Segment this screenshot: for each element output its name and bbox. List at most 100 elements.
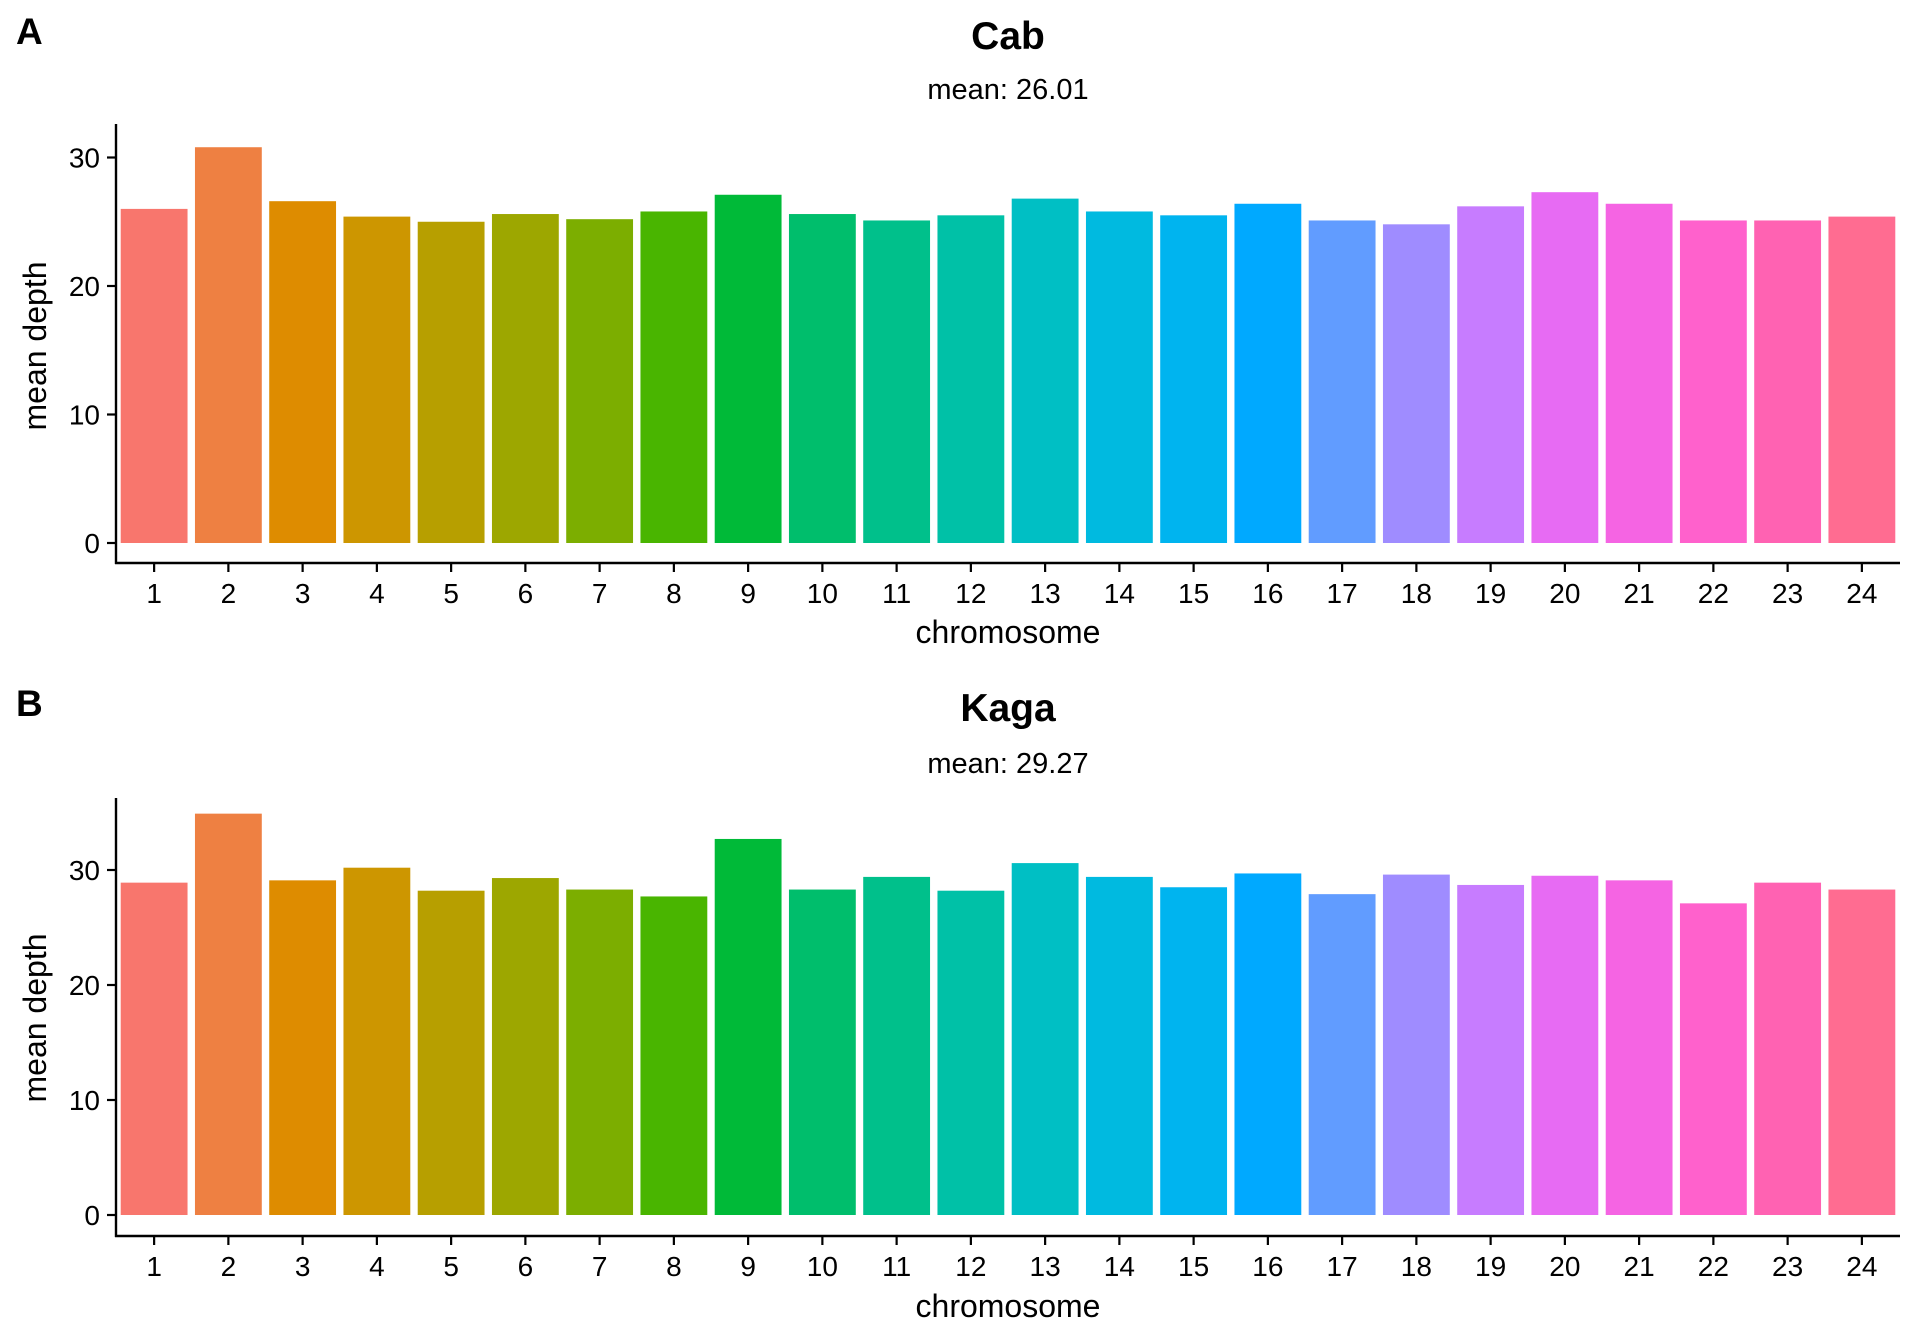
bar-chr-12 [937,890,1005,1215]
x-tick-label: 12 [955,1251,986,1282]
bar-chr-10 [788,214,856,544]
x-tick-label: 23 [1772,578,1803,609]
x-tick-label: 9 [740,578,756,609]
bar-chr-17 [1308,894,1376,1215]
bar-chr-14 [1085,211,1153,543]
bar-chr-8 [640,896,708,1215]
y-tick-label: 20 [69,271,100,302]
bar-chr-16 [1234,203,1302,543]
x-tick-label: 16 [1252,578,1283,609]
bar-chr-23 [1754,220,1822,543]
bar-chr-8 [640,211,708,543]
x-tick-label: 5 [443,1251,459,1282]
x-tick-label: 4 [369,1251,385,1282]
bar-chr-24 [1828,889,1896,1215]
bar-chr-11 [863,876,931,1215]
x-tick-label: 6 [518,1251,534,1282]
bar-chr-15 [1160,887,1228,1215]
y-tick-label: 10 [69,1085,100,1116]
bar-chr-5 [417,890,485,1215]
x-tick-label: 20 [1549,1251,1580,1282]
x-tick-label: 18 [1401,1251,1432,1282]
bar-chr-20 [1531,875,1599,1215]
chart-title: Kaga [960,687,1056,730]
x-tick-label: 20 [1549,578,1580,609]
bar-group [120,147,1896,544]
bar-chr-16 [1234,873,1302,1215]
x-tick-label: 1 [146,578,162,609]
bar-chr-9 [714,194,782,543]
bar-chr-11 [863,220,931,543]
y-tick-label: 30 [69,855,100,886]
bar-chr-4 [343,867,411,1215]
bar-chr-21 [1605,203,1673,543]
y-tick-label: 30 [69,143,100,174]
x-tick-label: 3 [295,1251,311,1282]
bar-chr-3 [269,880,337,1215]
x-tick-label: 11 [882,1251,911,1282]
x-tick-label: 2 [221,1251,237,1282]
bar-chr-2 [194,813,262,1215]
bar-chr-13 [1011,198,1079,543]
x-tick-label: 11 [882,578,911,609]
chart-subtitle: mean: 26.01 [927,74,1088,106]
bar-chr-18 [1382,224,1450,543]
tick-group: 1 2 3 4 5 6 7 8 9 10 11 12 13 14 15 16 17 18 19 20 21 22 23 240… [69,143,1878,610]
x-tick-label: 17 [1327,578,1358,609]
x-tick-label: 18 [1401,578,1432,609]
chart-subtitle: mean: 29.27 [927,748,1088,780]
x-tick-label: 7 [592,1251,608,1282]
y-tick-label: 0 [84,528,100,559]
y-tick-label: 10 [69,400,100,431]
x-tick-label: 7 [592,578,608,609]
bar-chr-5 [417,221,485,543]
x-tick-label: 19 [1475,1251,1506,1282]
bar-chr-21 [1605,880,1673,1215]
x-tick-label: 24 [1846,1251,1877,1282]
bar-chr-17 [1308,220,1376,543]
x-tick-label: 14 [1104,578,1135,609]
bar-chr-15 [1160,215,1228,543]
x-tick-label: 8 [666,1251,682,1282]
x-tick-label: 1 [146,1251,162,1282]
x-tick-label: 10 [807,578,838,609]
x-tick-label: 9 [740,1251,756,1282]
x-tick-label: 19 [1475,578,1506,609]
x-tick-label: 24 [1846,578,1877,609]
x-tick-label: 2 [221,578,237,609]
bar-chr-22 [1679,903,1747,1215]
tick-group: 1 2 3 4 5 6 7 8 9 10 11 12 13 14 15 16 17 18 19 20 21 22 23 240… [69,855,1878,1282]
bar-chr-12 [937,215,1005,543]
bar-chr-6 [491,878,559,1215]
bar-chr-4 [343,216,411,544]
x-tick-label: 10 [807,1251,838,1282]
y-axis-title: mean depth [17,261,53,430]
chart-panel-kaga: B Kaga mean: 29.27 mean depth chromosome… [16,683,1900,1324]
x-tick-label: 8 [666,578,682,609]
bar-chr-24 [1828,216,1896,544]
y-tick-label: 0 [84,1200,100,1231]
y-axis-title: mean depth [17,933,53,1102]
bar-chr-2 [194,147,262,543]
panel-label: A [16,11,43,52]
bar-chr-7 [566,889,634,1215]
panel-label: B [16,683,43,724]
y-tick-label: 20 [69,970,100,1001]
x-tick-label: 16 [1252,1251,1283,1282]
bar-chr-13 [1011,863,1079,1215]
x-tick-label: 14 [1104,1251,1135,1282]
bar-chr-9 [714,838,782,1215]
x-tick-label: 23 [1772,1251,1803,1282]
bar-chr-22 [1679,220,1747,543]
x-tick-label: 21 [1624,1251,1655,1282]
bar-chr-23 [1754,882,1822,1215]
bar-chr-14 [1085,876,1153,1215]
x-tick-label: 15 [1178,578,1209,609]
x-tick-label: 13 [1030,1251,1061,1282]
bar-chr-19 [1457,884,1525,1215]
bar-chr-1 [120,882,188,1215]
bar-chr-7 [566,219,634,543]
x-tick-label: 15 [1178,1251,1209,1282]
x-tick-label: 4 [369,578,385,609]
